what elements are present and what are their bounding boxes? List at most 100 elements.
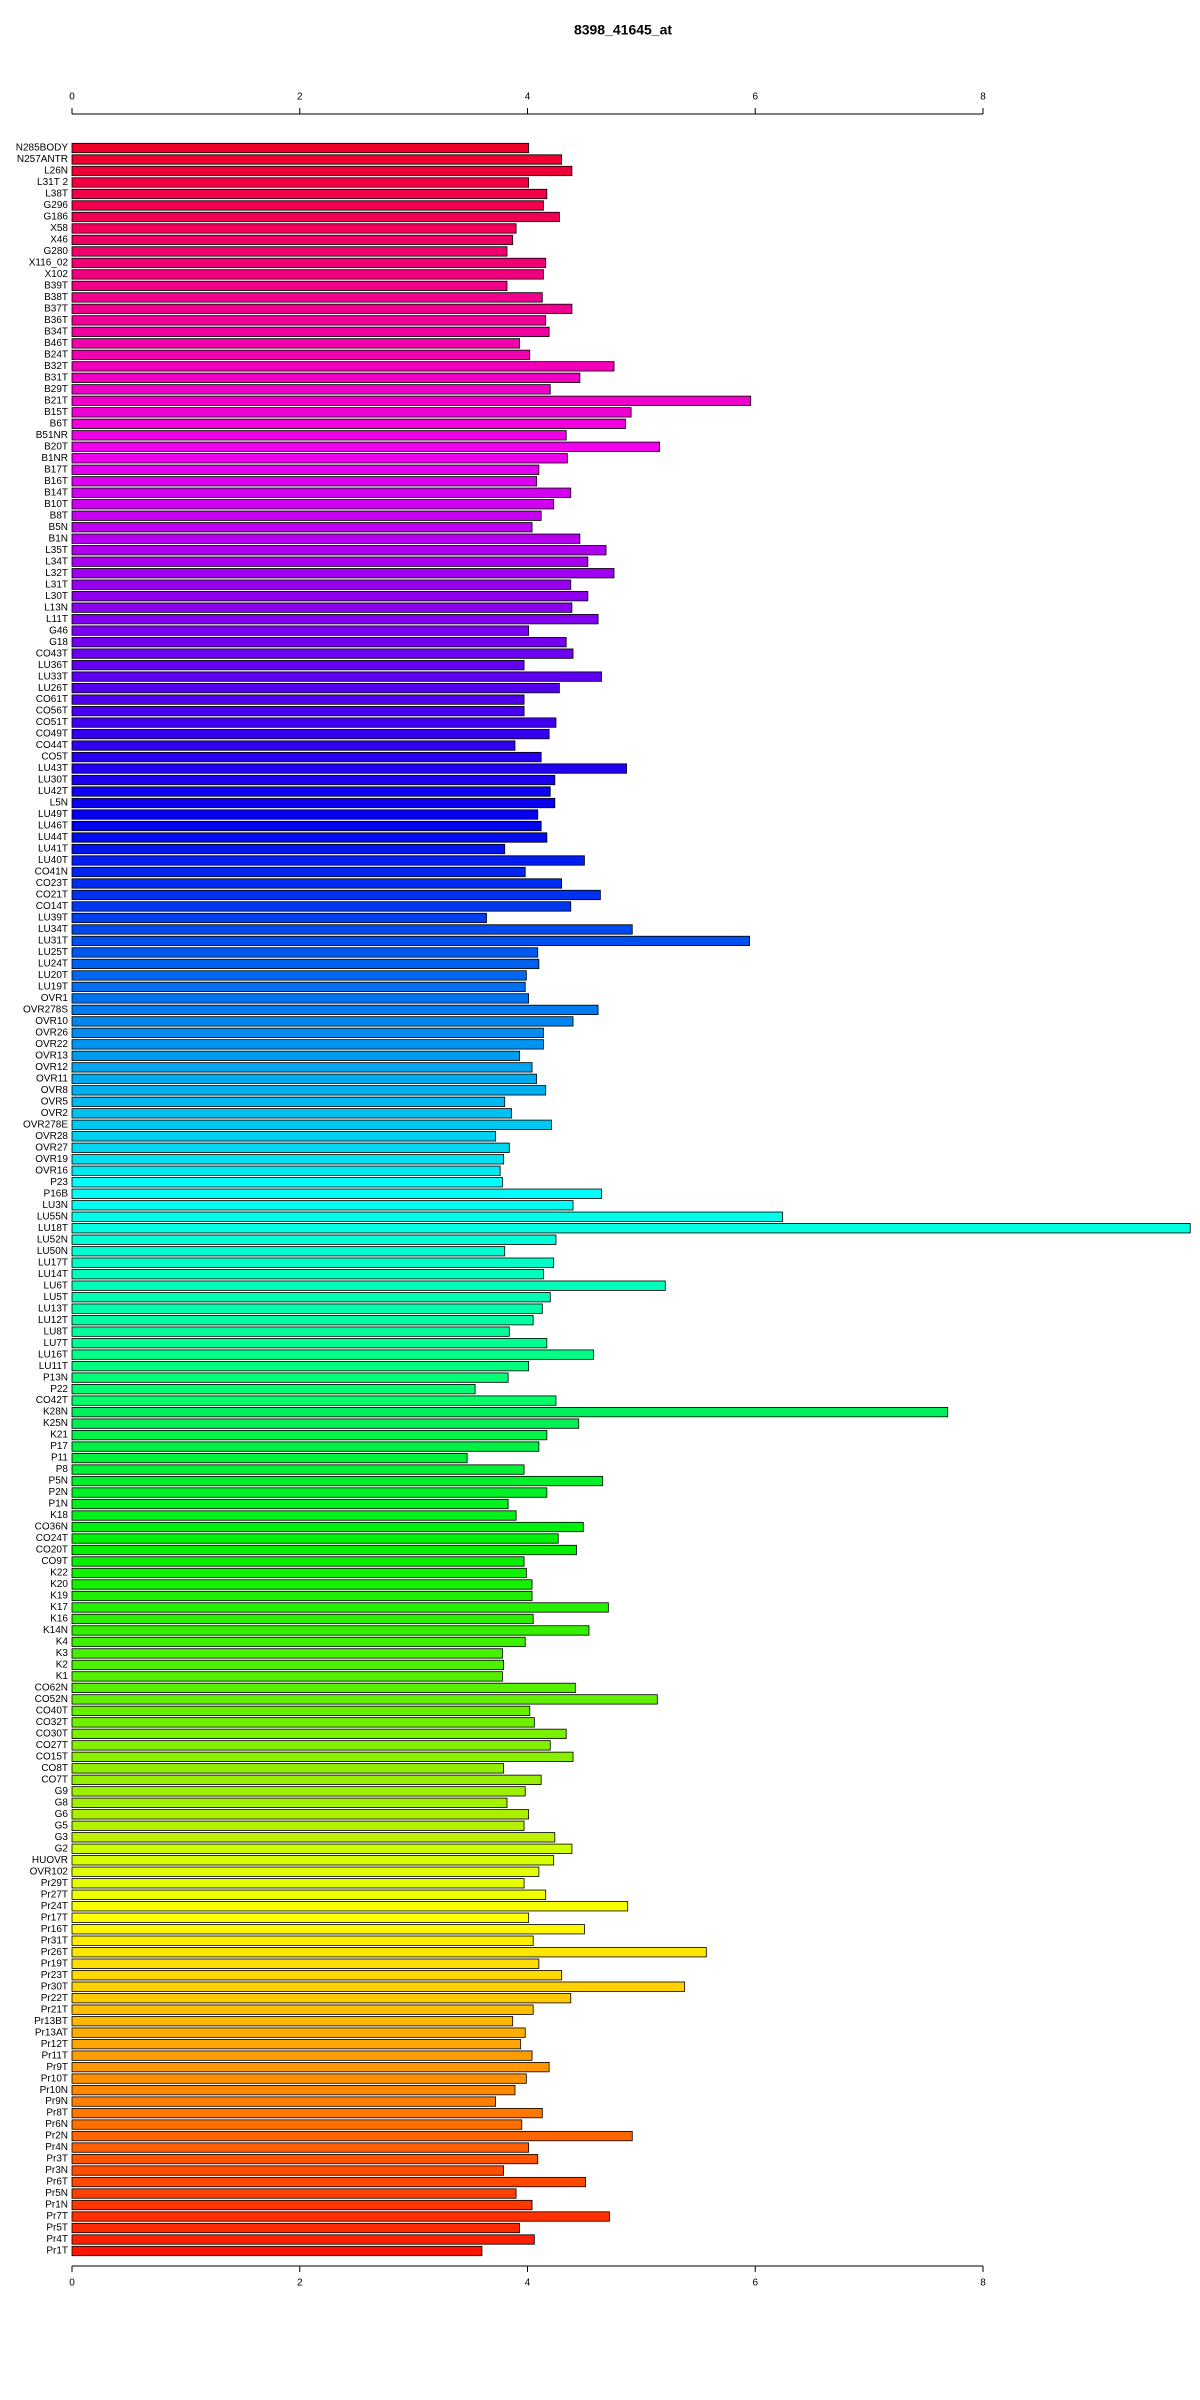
y-tick-label: L35T	[45, 545, 68, 556]
x-tick-label: 6	[752, 92, 758, 103]
y-tick-label: B5N	[49, 522, 68, 533]
y-tick-label: Pr3N	[45, 2165, 68, 2176]
bar	[71, 1338, 548, 1349]
y-tick-label: Pr5N	[45, 2188, 68, 2199]
bar	[71, 2245, 483, 2257]
bar	[71, 970, 527, 981]
y-tick-label: OVR27	[35, 1142, 68, 1153]
bar	[71, 1418, 580, 1429]
bar	[71, 1636, 526, 1648]
y-tick-label: OVR8	[41, 1085, 69, 1096]
bar	[71, 1039, 544, 1050]
y-tick-label: Pr10T	[41, 2073, 68, 2084]
bar	[71, 1590, 533, 1602]
bar	[71, 1062, 533, 1073]
y-tick-label: K25N	[43, 1418, 68, 1429]
y-tick-label: P8	[56, 1464, 69, 1475]
bar	[71, 855, 585, 866]
y-tick-label: CO14T	[36, 901, 68, 912]
y-tick-label: Pr2N	[45, 2131, 68, 2142]
bar	[71, 1602, 609, 1613]
bar	[71, 200, 544, 211]
bar	[71, 326, 550, 337]
y-tick-label: B37T	[44, 304, 68, 315]
y-tick-label: B1N	[49, 533, 68, 544]
bar	[71, 177, 530, 188]
y-tick-label: LU17T	[38, 1257, 68, 1268]
y-tick-label: K18	[50, 1510, 68, 1521]
y-tick-label: L5N	[50, 798, 68, 809]
bar	[71, 1498, 509, 1510]
y-tick-label: Pr3T	[46, 2154, 68, 2165]
bar	[71, 1786, 526, 1797]
bar	[71, 1613, 534, 1625]
bar	[71, 1774, 542, 1785]
y-tick-label: LU34T	[38, 924, 68, 935]
y-tick-label: K19	[50, 1591, 68, 1602]
bar	[71, 889, 601, 901]
y-tick-label: LU46T	[38, 821, 68, 832]
bar	[71, 2085, 516, 2096]
y-tick-label: CO41N	[35, 867, 68, 878]
bar	[71, 717, 557, 728]
bar	[71, 510, 542, 521]
bar	[71, 142, 530, 154]
y-tick-label: B51NR	[36, 430, 68, 441]
bar	[71, 1740, 551, 1751]
y-tick-label: LU25T	[38, 947, 68, 958]
y-tick-label: Pr9T	[46, 2062, 68, 2073]
bar	[71, 533, 581, 544]
bar	[71, 1556, 525, 1567]
y-tick-label: Pr30T	[41, 1981, 68, 1992]
y-tick-label: OVR13	[35, 1050, 68, 1061]
bar	[71, 1912, 530, 1923]
bar	[71, 2016, 514, 2027]
bar	[71, 2199, 533, 2211]
bar	[71, 1521, 584, 1533]
y-tick-label: K3	[56, 1648, 69, 1659]
bar	[71, 625, 530, 636]
x-tick-label: 4	[525, 92, 531, 103]
y-tick-label: CO5T	[41, 752, 68, 763]
bar	[71, 453, 568, 464]
bar	[71, 280, 508, 292]
bar	[71, 2027, 526, 2038]
bar	[71, 1154, 504, 1165]
y-tick-label: LU33T	[38, 671, 68, 682]
bar	[71, 2073, 527, 2084]
y-tick-label: CO44T	[36, 740, 68, 751]
y-tick-label: K20	[50, 1579, 68, 1590]
y-tick-label: B21T	[44, 395, 68, 406]
bar	[71, 476, 538, 487]
y-tick-label: G296	[44, 200, 69, 211]
bar	[71, 637, 567, 648]
bar	[71, 1659, 504, 1671]
bar	[71, 866, 526, 878]
y-tick-label: L30T	[45, 591, 68, 602]
y-tick-label: B32T	[44, 361, 68, 372]
y-tick-label: G2	[55, 1843, 69, 1854]
y-tick-label: Pr23T	[41, 1970, 68, 1981]
y-tick-label: Pr8T	[46, 2108, 68, 2119]
bar	[71, 338, 520, 349]
bar	[71, 660, 525, 671]
bar	[71, 303, 573, 314]
bar	[71, 774, 556, 786]
bar	[71, 1567, 527, 1579]
y-tick-label: Pr5T	[46, 2223, 68, 2234]
y-tick-label: Pr13BT	[34, 2016, 68, 2027]
y-tick-label: K16	[50, 1614, 68, 1625]
bar	[71, 1728, 567, 1739]
bar	[71, 1648, 503, 1659]
bar	[71, 1027, 544, 1038]
y-tick-label: Pr11T	[42, 2050, 69, 2061]
y-tick-label: CO36N	[35, 1522, 68, 1533]
bar	[71, 2153, 539, 2165]
bar	[71, 1223, 1191, 1234]
bar	[71, 602, 573, 613]
bar	[71, 464, 540, 475]
bar	[71, 809, 539, 820]
bar	[71, 1763, 504, 1774]
bar	[71, 441, 660, 452]
